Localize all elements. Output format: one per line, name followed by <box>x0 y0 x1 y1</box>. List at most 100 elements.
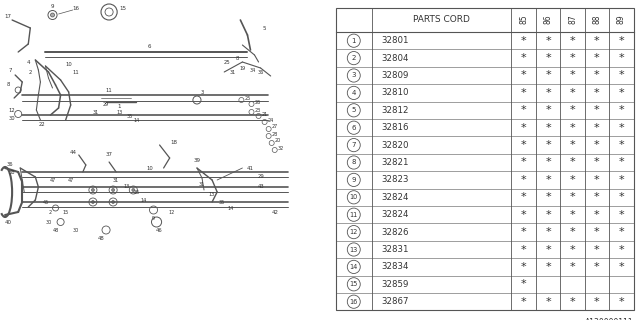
Text: *: * <box>545 88 551 98</box>
Text: 16: 16 <box>349 299 358 305</box>
Text: 31: 31 <box>229 69 236 75</box>
Text: *: * <box>570 227 575 237</box>
Text: 88: 88 <box>593 15 602 24</box>
Text: *: * <box>570 105 575 115</box>
Text: 25: 25 <box>224 60 230 65</box>
Text: 31: 31 <box>199 182 205 188</box>
Text: *: * <box>594 88 600 98</box>
Text: *: * <box>521 70 527 81</box>
Text: 45: 45 <box>42 199 49 204</box>
Text: 11: 11 <box>349 212 358 218</box>
Text: *: * <box>570 192 575 202</box>
Text: *: * <box>521 140 527 150</box>
Text: 25: 25 <box>244 95 251 100</box>
Text: *: * <box>521 36 527 46</box>
Text: 5: 5 <box>263 27 266 31</box>
Text: 10: 10 <box>65 62 72 68</box>
Text: *: * <box>594 262 600 272</box>
Text: *: * <box>594 140 600 150</box>
Text: 5: 5 <box>351 107 356 113</box>
Text: *: * <box>545 70 551 81</box>
Text: 13: 13 <box>123 185 129 189</box>
Text: 28: 28 <box>271 132 278 137</box>
Text: 36: 36 <box>257 69 264 75</box>
Text: 13: 13 <box>209 193 215 197</box>
Text: 14: 14 <box>133 117 140 123</box>
Text: 32831: 32831 <box>381 245 409 254</box>
Text: 6: 6 <box>148 44 151 50</box>
Text: *: * <box>619 140 624 150</box>
Text: 2: 2 <box>29 69 32 75</box>
Text: 30: 30 <box>72 228 79 233</box>
Text: 1: 1 <box>117 105 121 109</box>
Text: *: * <box>570 53 575 63</box>
Text: 8: 8 <box>6 83 10 87</box>
Text: 14: 14 <box>140 197 147 203</box>
Text: *: * <box>521 157 527 167</box>
Text: 32801: 32801 <box>381 36 409 45</box>
Text: 32820: 32820 <box>381 140 409 149</box>
Text: *: * <box>619 297 624 307</box>
Text: 6: 6 <box>351 125 356 131</box>
Text: 17: 17 <box>4 13 12 19</box>
Text: *: * <box>594 192 600 202</box>
Text: 30: 30 <box>45 220 52 225</box>
Text: 9: 9 <box>51 4 54 10</box>
Text: 3: 3 <box>200 91 204 95</box>
Text: 46: 46 <box>156 228 163 233</box>
Text: 7: 7 <box>351 142 356 148</box>
Text: 21: 21 <box>262 111 268 116</box>
Text: 48: 48 <box>52 228 59 233</box>
Circle shape <box>51 13 54 17</box>
Text: *: * <box>521 262 527 272</box>
Text: *: * <box>594 105 600 115</box>
Text: A130000111: A130000111 <box>585 318 634 320</box>
Text: 47: 47 <box>49 178 56 182</box>
Text: *: * <box>545 210 551 220</box>
Text: *: * <box>594 227 600 237</box>
Text: *: * <box>521 244 527 254</box>
Text: 44: 44 <box>69 149 76 155</box>
Text: 29: 29 <box>257 174 264 180</box>
Text: 27: 27 <box>271 124 278 130</box>
Circle shape <box>132 188 135 191</box>
Text: 24: 24 <box>268 117 274 123</box>
Text: 38: 38 <box>9 170 15 174</box>
Text: 35: 35 <box>219 199 225 204</box>
Text: 4: 4 <box>26 60 30 65</box>
Text: 32834: 32834 <box>381 262 409 271</box>
Text: *: * <box>570 70 575 81</box>
Text: *: * <box>521 175 527 185</box>
Text: *: * <box>619 157 624 167</box>
Text: 20: 20 <box>275 139 281 143</box>
Text: *: * <box>619 88 624 98</box>
Text: 37: 37 <box>106 153 113 157</box>
Text: 15: 15 <box>120 6 127 12</box>
Text: *: * <box>594 70 600 81</box>
Text: 14: 14 <box>349 264 358 270</box>
Text: 12: 12 <box>9 108 15 113</box>
Text: 11: 11 <box>106 87 113 92</box>
Text: 12: 12 <box>168 210 175 214</box>
Text: *: * <box>570 210 575 220</box>
Text: *: * <box>545 140 551 150</box>
Text: 22: 22 <box>39 123 46 127</box>
Text: 47: 47 <box>68 178 74 182</box>
Text: *: * <box>594 157 600 167</box>
Text: 32824: 32824 <box>381 193 409 202</box>
Text: *: * <box>619 244 624 254</box>
Text: 10: 10 <box>146 165 153 171</box>
Text: *: * <box>594 297 600 307</box>
Text: *: * <box>570 88 575 98</box>
Text: 16: 16 <box>72 5 79 11</box>
Text: 32816: 32816 <box>381 123 409 132</box>
Text: 15: 15 <box>63 211 68 215</box>
Text: 7: 7 <box>8 68 12 73</box>
Text: 36: 36 <box>7 162 13 166</box>
Text: 32809: 32809 <box>381 71 408 80</box>
Text: 18: 18 <box>170 140 177 145</box>
Text: 8: 8 <box>351 159 356 165</box>
Text: 85: 85 <box>519 15 528 24</box>
Text: 11: 11 <box>72 69 79 75</box>
Text: 32810: 32810 <box>381 88 409 97</box>
